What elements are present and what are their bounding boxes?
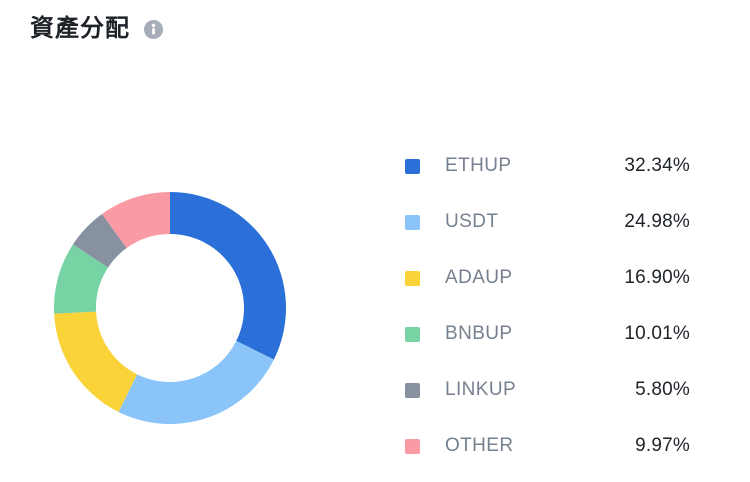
legend-item-other: OTHER 9.97%	[405, 418, 690, 474]
legend-percent: 9.97%	[635, 435, 690, 456]
legend-label: OTHER	[445, 435, 514, 456]
legend: ETHUP 32.34% USDT 24.98% ADAUP 16.90% BNBUP 10.…	[405, 138, 690, 474]
legend-percent: 5.80%	[635, 379, 690, 400]
legend-item-linkup: LINKUP 5.80%	[405, 362, 690, 418]
legend-item-usdt: USDT 24.98%	[405, 194, 690, 250]
legend-percent: 10.01%	[624, 323, 690, 344]
donut-segment-adaup[interactable]	[54, 311, 138, 412]
legend-label: ETHUP	[445, 155, 512, 176]
donut-segment-other[interactable]	[101, 192, 170, 249]
legend-label: USDT	[445, 211, 499, 232]
panel-header: 資產分配	[30, 13, 163, 45]
legend-item-ethup: ETHUP 32.34%	[405, 138, 690, 194]
legend-swatch	[405, 326, 420, 342]
legend-swatch	[405, 382, 420, 398]
donut-segment-bnbup[interactable]	[53, 244, 109, 314]
donut-segment-usdt[interactable]	[118, 340, 274, 425]
legend-label: BNBUP	[445, 323, 513, 344]
donut-segment-ethup[interactable]	[170, 192, 286, 360]
legend-item-adaup: ADAUP 16.90%	[405, 250, 690, 306]
legend-percent: 16.90%	[624, 267, 690, 288]
legend-swatch	[405, 158, 420, 174]
legend-percent: 32.34%	[624, 155, 690, 176]
legend-percent: 24.98%	[624, 211, 690, 232]
legend-swatch	[405, 214, 420, 230]
page-title: 資產分配	[30, 15, 130, 42]
donut-segment-linkup[interactable]	[72, 214, 127, 268]
legend-item-bnbup: BNBUP 10.01%	[405, 306, 690, 362]
legend-swatch	[405, 438, 420, 454]
legend-label: LINKUP	[445, 379, 517, 400]
donut-chart	[53, 192, 286, 425]
legend-swatch	[405, 270, 420, 286]
legend-label: ADAUP	[445, 267, 513, 288]
info-icon[interactable]	[144, 19, 163, 39]
